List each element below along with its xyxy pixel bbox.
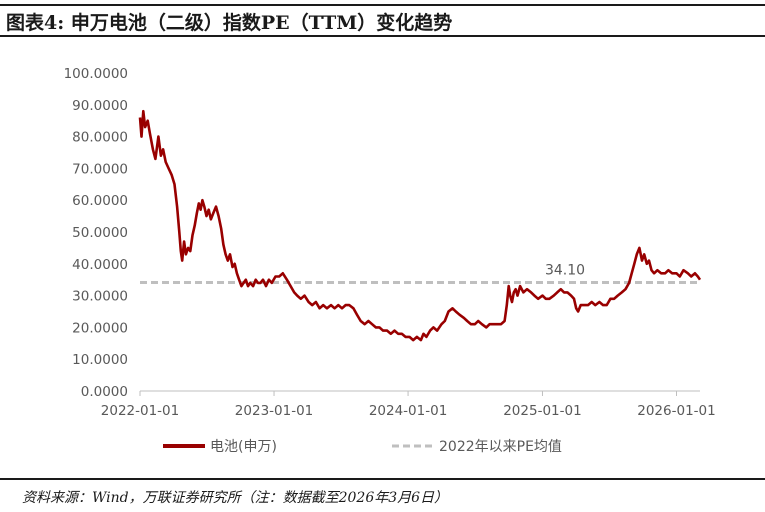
mean-pe-label: 34.10 bbox=[545, 263, 585, 279]
y-tick-label: 50.0000 bbox=[72, 225, 128, 241]
bottom-rule bbox=[0, 478, 765, 480]
legend-label-battery: 电池(申万) bbox=[210, 439, 277, 455]
y-tick-label: 20.0000 bbox=[72, 320, 128, 336]
chart-title: 图表4: 申万电池（二级）指数PE（TTM）变化趋势 bbox=[6, 12, 453, 34]
x-tick-label: 2024-01-01 bbox=[369, 403, 447, 419]
x-tick-label: 2025-01-01 bbox=[503, 403, 581, 419]
top-rule bbox=[0, 4, 765, 6]
y-tick-label: 0.0000 bbox=[81, 384, 128, 400]
source-note: 资料来源：Wind，万联证券研究所（注：数据截至2026年3月6日） bbox=[22, 490, 449, 506]
y-tick-label: 10.0000 bbox=[72, 352, 128, 368]
x-tick-label: 2026-01-01 bbox=[637, 403, 715, 419]
y-tick-label: 100.0000 bbox=[64, 66, 128, 82]
title-rule bbox=[0, 35, 765, 37]
y-tick-label: 80.0000 bbox=[72, 130, 128, 146]
y-tick-label: 30.0000 bbox=[72, 289, 128, 305]
x-tick-label: 2023-01-01 bbox=[235, 403, 313, 419]
legend: 电池(申万) 2022年以来PE均值 bbox=[163, 439, 562, 455]
y-axis: 0.0000 10.0000 20.0000 30.0000 40.0000 50.000… bbox=[64, 66, 128, 400]
x-tick-label: 2022-01-01 bbox=[101, 403, 179, 419]
x-axis: 2022-01-01 2023-01-01 2024-01-01 2025-01-01… bbox=[101, 390, 716, 419]
y-tick-label: 90.0000 bbox=[72, 98, 128, 114]
y-tick-label: 70.0000 bbox=[72, 161, 128, 177]
y-tick-label: 40.0000 bbox=[72, 257, 128, 273]
battery-pe-series-line bbox=[138, 109, 702, 342]
legend-label-mean: 2022年以来PE均值 bbox=[439, 439, 562, 455]
series-layer: 34.10 bbox=[138, 109, 702, 342]
y-tick-label: 60.0000 bbox=[72, 193, 128, 209]
